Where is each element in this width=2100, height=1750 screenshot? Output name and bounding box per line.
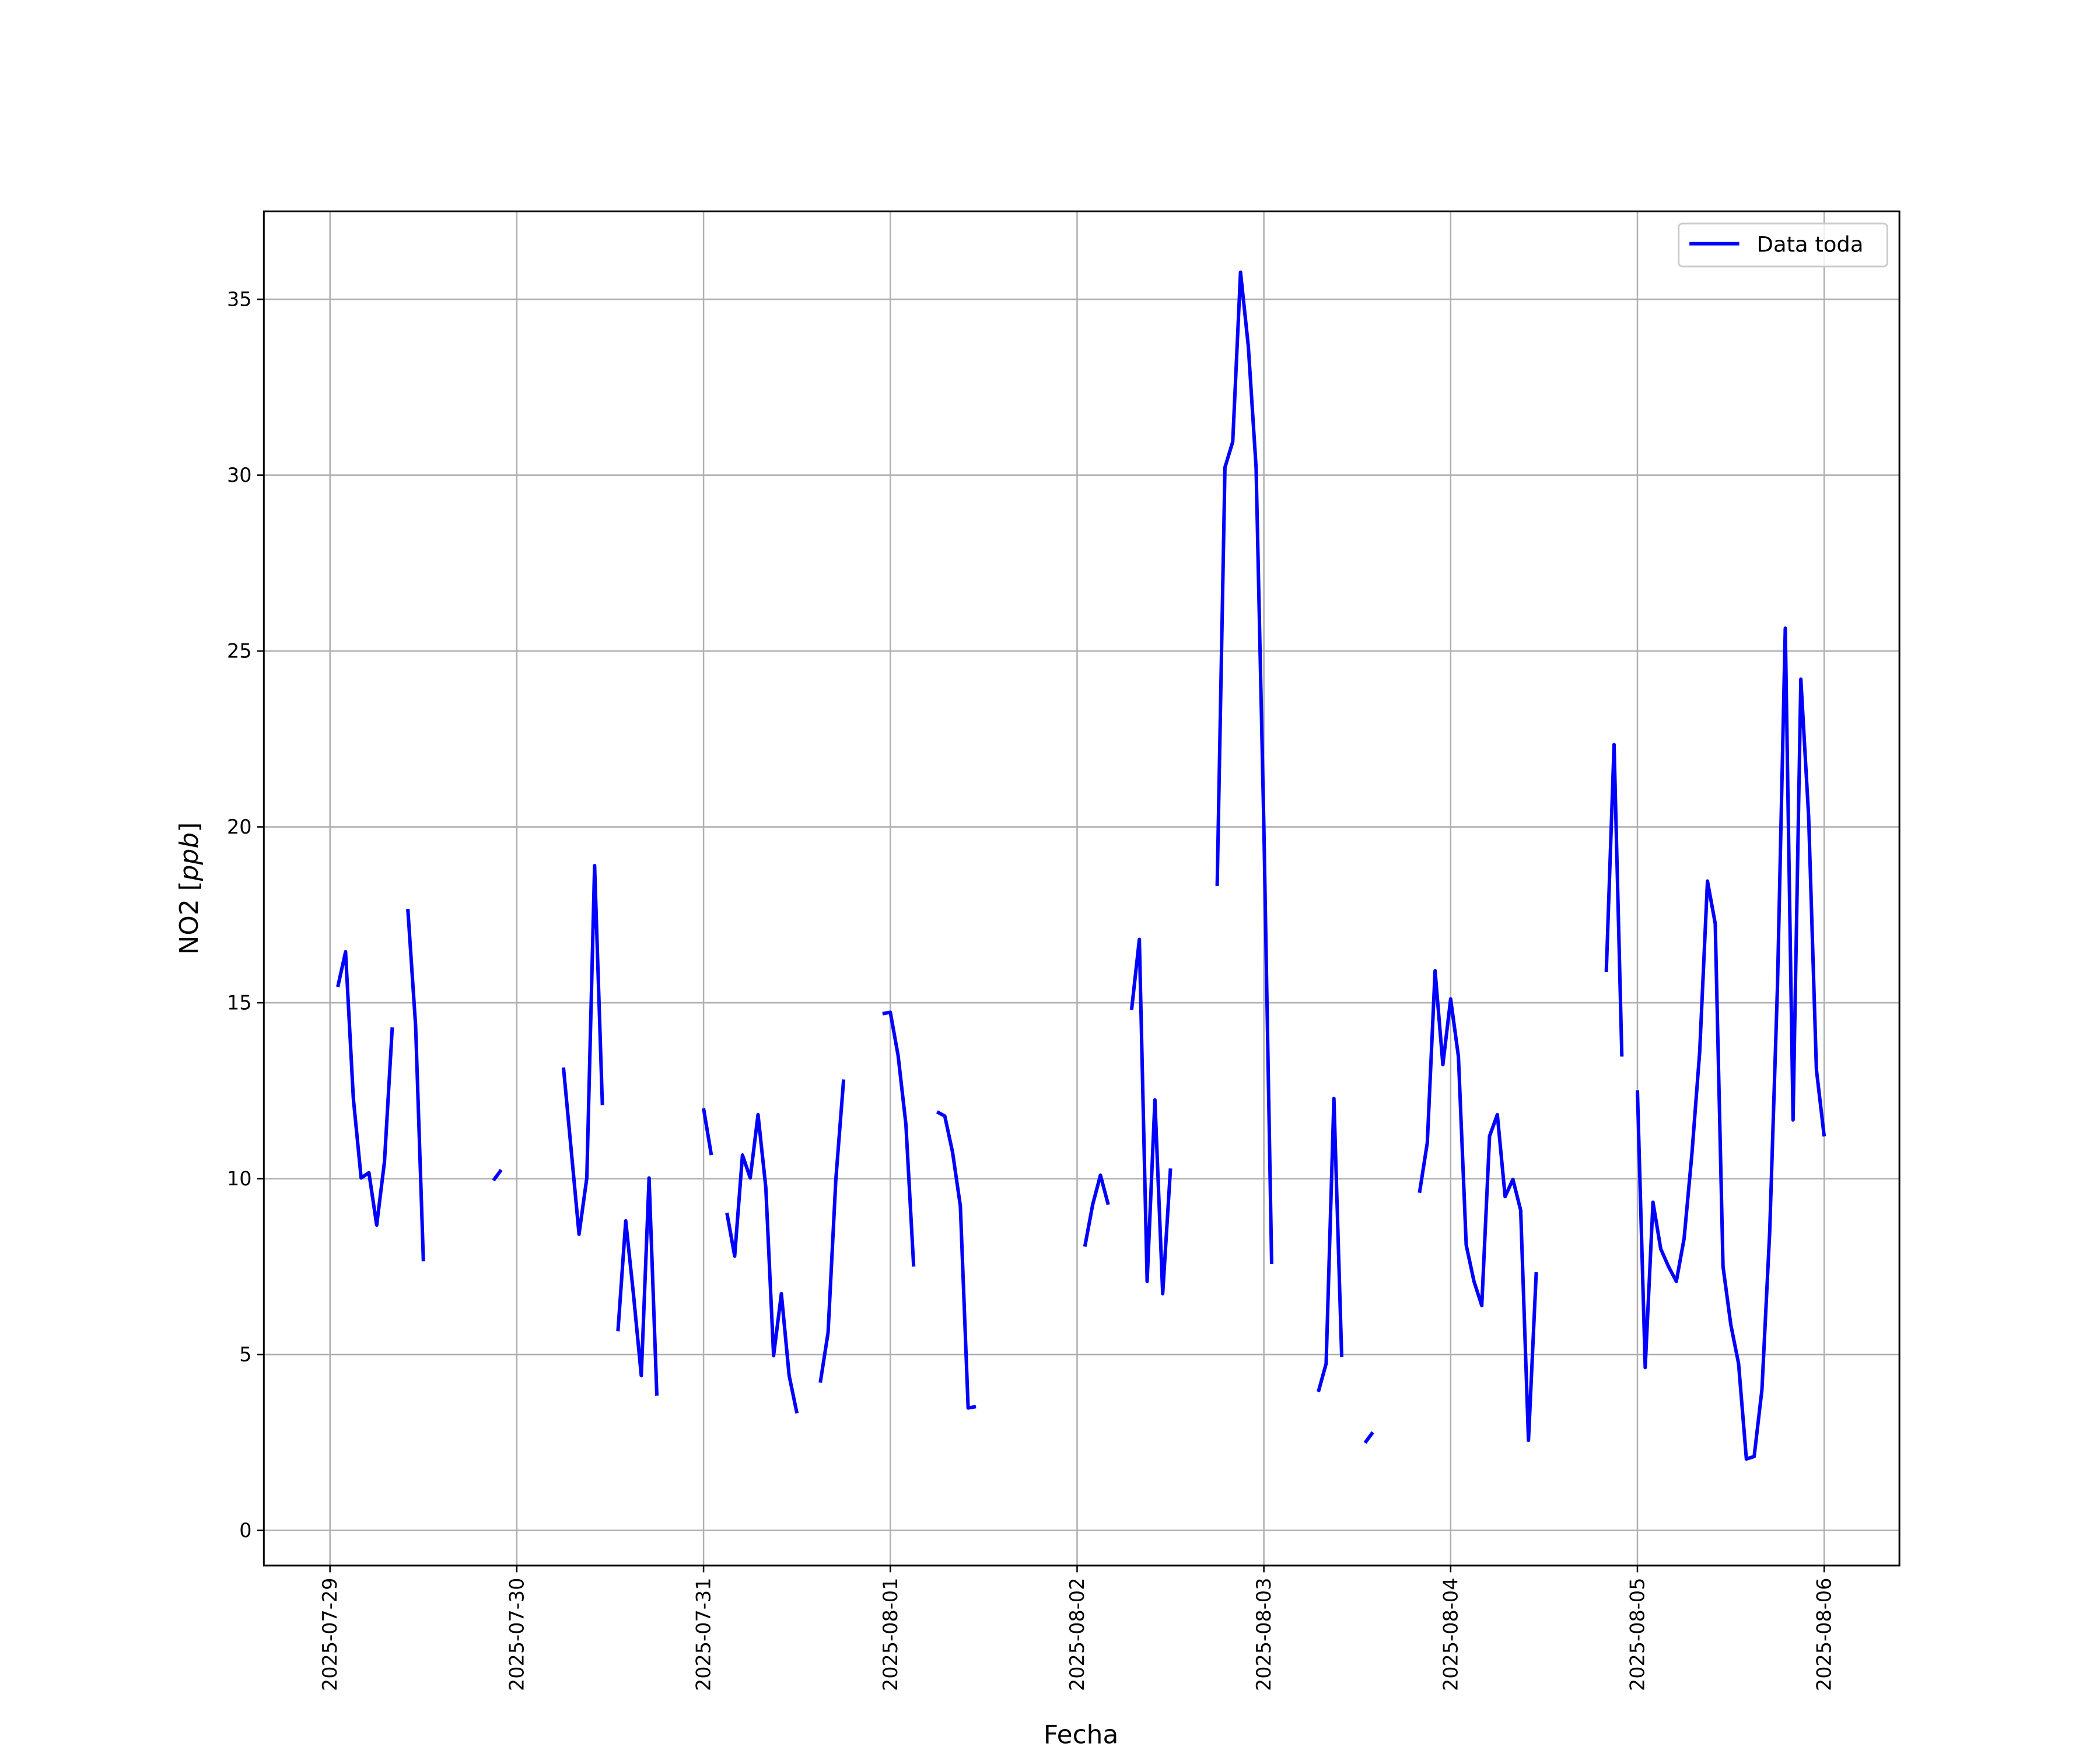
x-tick-label: 2025-07-30 [505, 1578, 528, 1691]
series-line-segment [336, 950, 394, 1227]
x-tick-label: 2025-08-05 [1626, 1578, 1649, 1691]
x-tick-label: 2025-08-04 [1439, 1578, 1462, 1691]
y-tick-label: 5 [239, 1343, 251, 1366]
y-axis-label-text: NO2 [ [174, 881, 204, 954]
legend-label: Data toda [1757, 232, 1864, 257]
y-tick-label: 15 [227, 992, 252, 1014]
series-line-segment [1129, 937, 1172, 1296]
y-axis-label-unit: ppb [174, 832, 204, 881]
y-axis-label-end: ] [174, 822, 204, 832]
series-line-segment [818, 1079, 846, 1383]
series-line-segment [1418, 969, 1538, 1443]
legend: Data toda [1678, 222, 1888, 268]
series-line-segment [725, 1112, 799, 1414]
y-tick-label: 20 [227, 816, 252, 838]
series-line-segment [882, 1010, 916, 1267]
x-axis-label: Fecha [1044, 1720, 1119, 1749]
y-tick-label: 30 [227, 464, 252, 487]
plot-frame [262, 210, 1901, 1567]
series-line-segment [702, 1108, 713, 1156]
series-line-segment [1215, 270, 1273, 1265]
series-line-segment [1083, 1173, 1110, 1247]
x-tick-label: 2025-08-06 [1813, 1578, 1836, 1691]
series-line-segment [616, 1176, 659, 1396]
x-tick-label: 2025-07-29 [318, 1578, 341, 1691]
x-tick-label: 2025-08-02 [1066, 1578, 1088, 1691]
x-tick-label: 2025-08-01 [879, 1578, 902, 1691]
y-tick-label: 10 [227, 1167, 252, 1190]
grid [264, 211, 1900, 1566]
series-line-segment [1636, 626, 1826, 1461]
series-line-segment [1317, 1097, 1344, 1392]
x-tick-label: 2025-07-31 [692, 1578, 715, 1691]
series-line-segment [1363, 1431, 1374, 1444]
legend-box [1678, 222, 1888, 268]
series-line-segment [936, 1110, 977, 1410]
series-line-segment [406, 908, 425, 1262]
x-tick-label: 2025-08-03 [1252, 1578, 1275, 1691]
y-tick-label: 0 [239, 1519, 251, 1542]
axis-ticks: 2025-07-29 2025-07-30 2025-07-31 2025-08-01… [227, 288, 1836, 1691]
series-line-segment [1604, 743, 1624, 1057]
series-lines [336, 270, 1826, 1461]
y-axis-label: NO2 [ppb] [174, 822, 204, 955]
y-tick-label: 25 [227, 640, 252, 663]
series-line-segment [561, 863, 604, 1236]
series-line-segment [492, 1168, 503, 1182]
y-tick-label: 35 [227, 288, 252, 311]
